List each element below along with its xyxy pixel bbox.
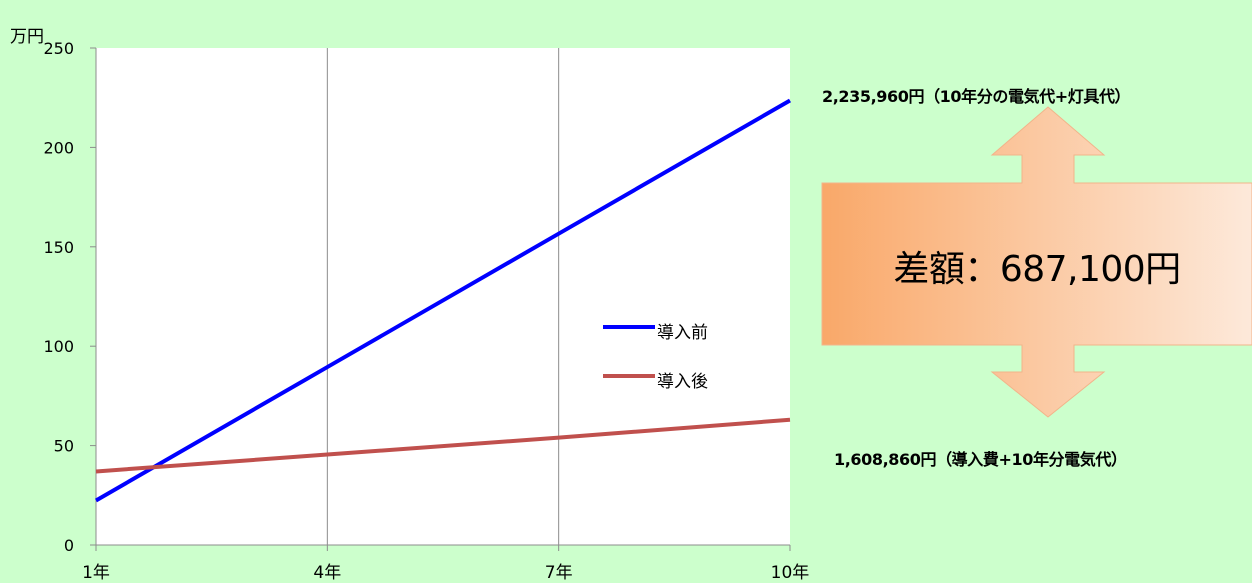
difference-double-arrow (821, 106, 1252, 418)
y-tick-label: 50 (54, 437, 74, 456)
series-lines (95, 98, 791, 503)
legend-label-after: 導入後 (657, 372, 708, 392)
y-tick-label: 200 (43, 138, 74, 157)
series-line-after (95, 417, 791, 474)
top-cost-label: 2,235,960円（10年分の電気代+灯具代） (822, 87, 1131, 106)
bottom-cost-label: 1,608,860円（導入費+10年分電気代） (834, 450, 1127, 469)
gridlines (326, 48, 560, 545)
difference-amount-label: 差額：687,100円 (893, 249, 1181, 290)
legend-swatches (603, 325, 655, 378)
x-tick-label: 10年 (771, 563, 810, 583)
y-axis: 0 50 100 150 200 250 (43, 39, 97, 555)
y-axis-unit-label: 万円 (10, 27, 44, 47)
legend-label-before: 導入前 (657, 323, 708, 343)
x-tick-label: 7年 (545, 563, 573, 583)
x-tick-label: 4年 (313, 563, 341, 583)
x-tick-label: 1年 (82, 563, 110, 583)
x-axis: 1年 4年 7年 10年 (82, 544, 810, 583)
y-tick-label: 150 (43, 238, 74, 257)
series-line-before (95, 98, 791, 503)
y-tick-label: 250 (43, 39, 74, 58)
y-tick-label: 0 (64, 536, 74, 555)
plot-area (96, 48, 790, 545)
y-tick-label: 100 (43, 337, 74, 356)
